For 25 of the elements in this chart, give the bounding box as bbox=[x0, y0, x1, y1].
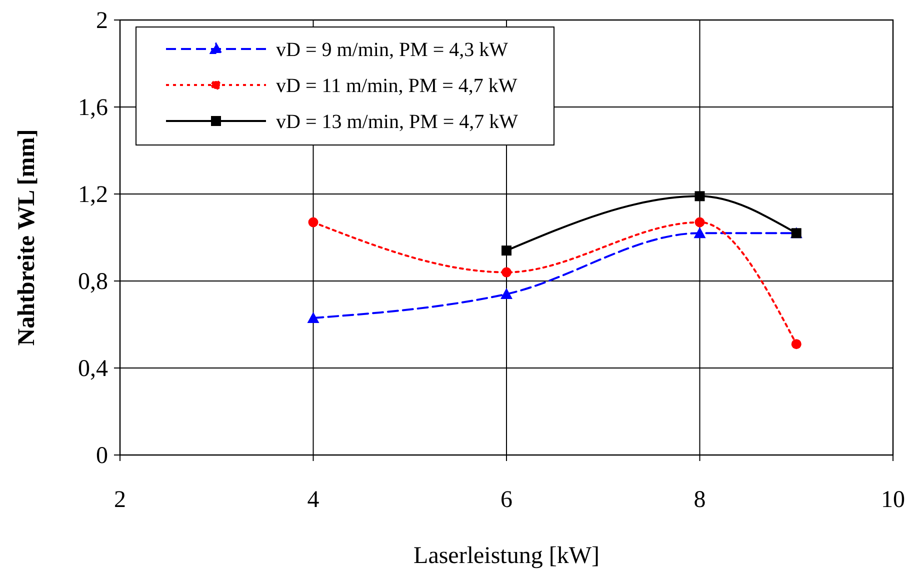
point bbox=[694, 227, 706, 238]
point bbox=[307, 312, 320, 323]
x-tick-label: 10 bbox=[881, 487, 905, 513]
point bbox=[694, 191, 705, 202]
point bbox=[502, 246, 512, 256]
y-tick-label: 1,6 bbox=[78, 95, 108, 121]
x-tick-label: 2 bbox=[114, 487, 126, 513]
y-axis-title: Nahtbreite WL [mm] bbox=[14, 129, 40, 346]
y-tick-label: 0,4 bbox=[78, 356, 108, 382]
point bbox=[500, 288, 512, 300]
x-tick-label: 8 bbox=[694, 487, 706, 513]
legend-label: vD = 9 m/min, PM = 4,3 kW bbox=[276, 39, 508, 61]
point bbox=[694, 217, 705, 228]
x-tick-label: 4 bbox=[307, 487, 320, 513]
point bbox=[308, 217, 318, 228]
x-tick-label: 6 bbox=[500, 487, 512, 513]
legend-label: vD = 13 m/min, PM = 4,7 kW bbox=[276, 111, 518, 133]
x-axis-title: Laserleistung [kW] bbox=[414, 543, 600, 569]
y-tick-label: 0,8 bbox=[78, 269, 108, 295]
point bbox=[502, 267, 512, 278]
point bbox=[791, 339, 802, 350]
y-tick-label: 2 bbox=[96, 8, 108, 34]
y-tick-label: 1,2 bbox=[78, 182, 108, 208]
legend-label: vD = 11 m/min, PM = 4,7 kW bbox=[276, 75, 518, 97]
y-tick-label: 0 bbox=[96, 443, 108, 469]
